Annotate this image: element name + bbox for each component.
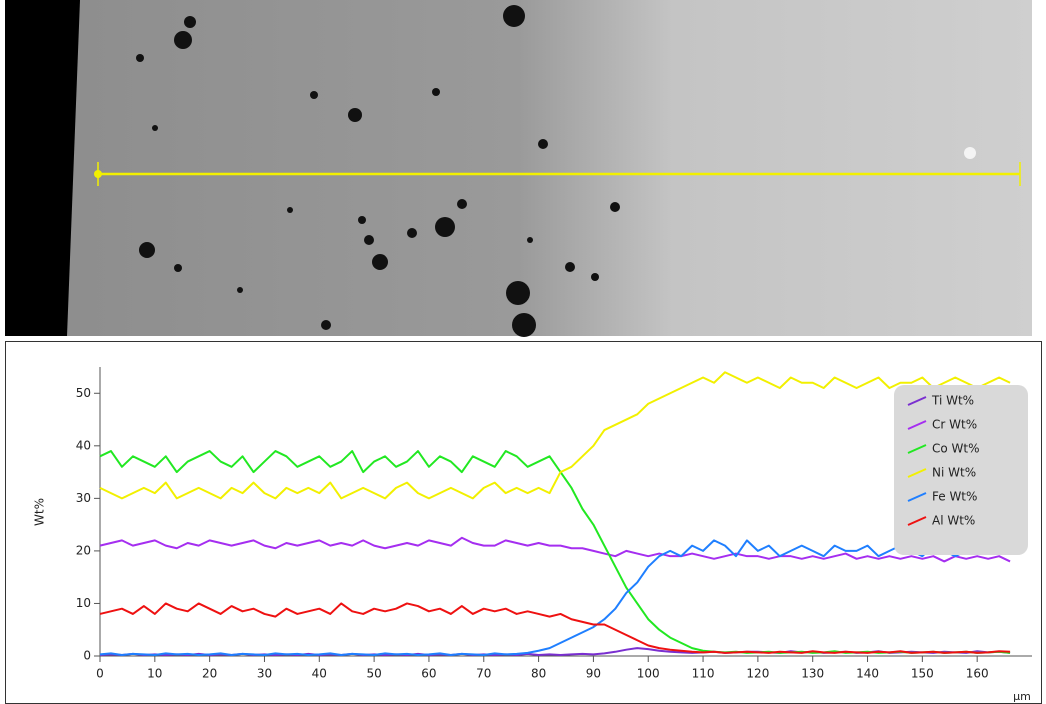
- legend-swatch: [907, 516, 927, 526]
- x-tick-label: 20: [202, 667, 217, 681]
- x-tick-label: 70: [476, 667, 491, 681]
- micrograph-edge: [5, 0, 80, 336]
- x-tick-label: 130: [801, 667, 824, 681]
- y-tick-label: 0: [83, 649, 91, 663]
- legend-label: Co Wt%: [932, 442, 980, 456]
- plot: 0 10 20 30 40 50 0 10 20 30 40 50 60 70 80 90 100 110 120 1…: [76, 367, 1032, 681]
- legend-label: Fe Wt%: [932, 490, 977, 504]
- x-tick-label: 150: [911, 667, 934, 681]
- legend-label: Cr Wt%: [932, 418, 977, 432]
- legend-swatch: [907, 420, 927, 430]
- x-tick-label: 90: [586, 667, 601, 681]
- x-tick-label: 60: [421, 667, 436, 681]
- y-tick-label: 40: [76, 438, 91, 452]
- legend-box: [894, 385, 1028, 555]
- x-tick-label: 100: [637, 667, 660, 681]
- y-tick-label: 50: [76, 386, 91, 400]
- y-tick-label: 30: [76, 491, 91, 505]
- bright-spot: [964, 147, 976, 159]
- x-tick-label: 40: [312, 667, 327, 681]
- series-line: [99, 539, 1011, 656]
- pores: [136, 5, 620, 337]
- legend-swatch: [907, 444, 927, 454]
- legend-label: Ni Wt%: [932, 466, 976, 480]
- x-tick-label: 160: [966, 667, 989, 681]
- micrograph: [5, 0, 1032, 337]
- legend: Ti Wt% Cr Wt% Co Wt% Ni Wt% Fe Wt% Al Wt%: [894, 385, 1028, 555]
- x-tick-label: 80: [531, 667, 546, 681]
- y-tick-label: 20: [76, 543, 91, 557]
- legend-swatch: [907, 492, 927, 502]
- y-tick-label: 10: [76, 596, 91, 610]
- series-line: [99, 536, 1011, 563]
- micrograph-background: [5, 0, 1032, 336]
- x-tick-label: 0: [96, 667, 104, 681]
- legend-label: Al Wt%: [932, 514, 975, 528]
- x-tick-label: 10: [147, 667, 162, 681]
- x-tick-label: 30: [257, 667, 272, 681]
- series-line: [99, 371, 1011, 500]
- legend-label: Ti Wt%: [931, 394, 974, 408]
- chart-frame: [5, 341, 1042, 704]
- y-axis-label: Wt%: [33, 498, 47, 526]
- x-axis-label: µm: [1013, 690, 1031, 703]
- x-tick-label: 120: [746, 667, 769, 681]
- legend-swatch: [907, 468, 927, 478]
- x-tick-label: 110: [692, 667, 715, 681]
- series-line: [99, 602, 1011, 654]
- legend-swatch: [907, 396, 927, 406]
- x-tick-label: 50: [366, 667, 381, 681]
- x-tick-label: 140: [856, 667, 879, 681]
